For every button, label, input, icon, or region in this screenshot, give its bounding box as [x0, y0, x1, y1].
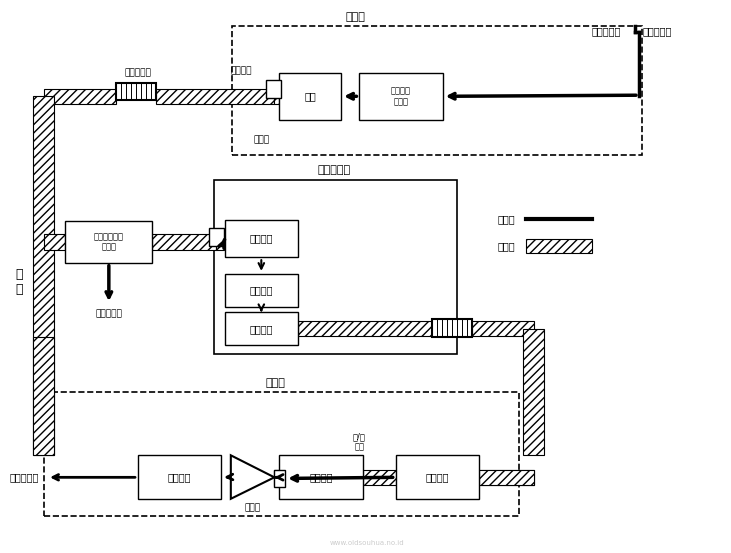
Text: 光检测器: 光检测器	[249, 233, 273, 243]
Text: 放大器: 放大器	[245, 504, 261, 513]
Bar	[232, 26, 643, 155]
Bar	[472, 321, 534, 336]
Text: 信号处理: 信号处理	[168, 472, 192, 482]
Bar	[273, 469, 363, 485]
Bar	[526, 239, 591, 253]
Text: 光合波分路器
代束器: 光合波分路器 代束器	[94, 232, 124, 252]
Text: 接收端: 接收端	[266, 378, 286, 388]
Text: 衰减器: 衰减器	[253, 135, 270, 144]
Bar	[44, 392, 519, 516]
Bar	[216, 234, 224, 250]
Text: 光信号: 光信号	[498, 241, 515, 251]
Bar	[266, 80, 281, 98]
Polygon shape	[231, 455, 274, 499]
Bar	[225, 274, 298, 307]
Text: 电信号输入: 电信号输入	[591, 27, 621, 36]
Bar	[479, 469, 534, 485]
Bar	[479, 469, 534, 485]
Bar	[156, 88, 273, 104]
Text: www.oldsouhua.no.id: www.oldsouhua.no.id	[329, 540, 404, 546]
Text: 光调制器: 光调制器	[230, 67, 251, 76]
Bar	[209, 228, 224, 246]
Text: 电信号输出: 电信号输出	[9, 472, 39, 482]
Text: 光
纤: 光 纤	[16, 268, 23, 296]
Text: 电信号: 电信号	[498, 213, 515, 224]
Text: 光源: 光源	[304, 91, 317, 101]
Text: 光接收机: 光接收机	[309, 472, 333, 482]
Bar	[273, 470, 285, 487]
Bar	[138, 455, 221, 499]
Text: 电调制器
驱动器: 电调制器 驱动器	[391, 87, 411, 106]
Text: 发射端: 发射端	[346, 12, 366, 22]
Bar	[298, 321, 432, 336]
Text: 光纤线圈盒: 光纤线圈盒	[124, 69, 151, 77]
Bar	[279, 455, 363, 499]
Text: 光发射机: 光发射机	[249, 324, 273, 334]
Bar	[225, 312, 298, 345]
Text: 电再生器: 电再生器	[249, 285, 273, 295]
Bar	[116, 83, 156, 101]
Bar	[225, 220, 298, 257]
Bar	[279, 469, 395, 485]
Bar	[44, 234, 65, 250]
Bar	[523, 329, 544, 455]
Bar	[360, 73, 443, 119]
Bar	[395, 455, 479, 499]
Text: 隔离器备份: 隔离器备份	[96, 310, 122, 319]
Text: 光放大器: 光放大器	[425, 472, 449, 482]
Bar	[152, 234, 216, 250]
Bar	[214, 180, 458, 353]
Bar	[432, 320, 472, 337]
Bar	[65, 222, 152, 263]
Bar	[34, 337, 53, 455]
Bar	[273, 88, 279, 104]
Text: 光/电
转换: 光/电 转换	[353, 432, 366, 451]
Text: 电信号输入: 电信号输入	[643, 27, 672, 36]
Bar	[279, 73, 341, 119]
Bar	[44, 88, 116, 104]
Text: 再生中继器: 再生中继器	[317, 165, 350, 175]
Bar	[34, 96, 53, 455]
